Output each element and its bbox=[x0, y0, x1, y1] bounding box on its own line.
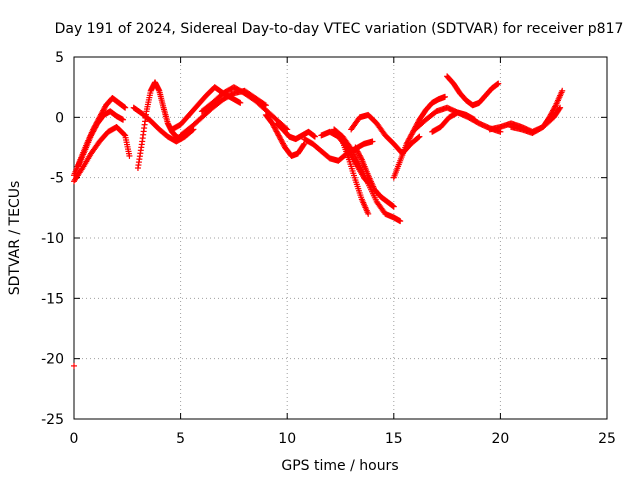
data-point bbox=[495, 80, 502, 87]
data-point bbox=[126, 152, 133, 159]
data-point bbox=[369, 138, 376, 145]
y-tick-label: 0 bbox=[55, 110, 64, 126]
y-tick-label: 5 bbox=[55, 50, 64, 66]
x-tick-label: 5 bbox=[176, 431, 185, 447]
data-point bbox=[300, 141, 307, 148]
y-tick-label: -20 bbox=[41, 352, 64, 368]
tick-layer: 0 5 10 15 20 25 -25 -20 -15 -10 -5 0 5 bbox=[41, 50, 616, 447]
x-tick-label: 15 bbox=[385, 431, 403, 447]
data-point bbox=[416, 133, 423, 140]
y-tick-label: -10 bbox=[41, 231, 64, 247]
data-point bbox=[557, 104, 564, 111]
data-point bbox=[358, 155, 365, 162]
x-axis-label: GPS time / hours bbox=[281, 458, 398, 474]
data-point bbox=[559, 87, 566, 94]
y-axis-label: SDTVAR / TECUs bbox=[7, 181, 23, 296]
y-tick-label: -15 bbox=[41, 291, 64, 307]
outlier-point bbox=[71, 362, 77, 369]
data-point bbox=[237, 99, 244, 106]
x-tick-label: 0 bbox=[70, 431, 79, 447]
data-point bbox=[415, 134, 422, 141]
data-point bbox=[122, 104, 129, 111]
data-point bbox=[347, 144, 354, 151]
plot-frame bbox=[73, 56, 608, 420]
x-tick-label: 20 bbox=[491, 431, 509, 447]
x-tick-label: 25 bbox=[598, 431, 616, 447]
y-tick-label: -5 bbox=[50, 171, 64, 187]
y-tick-label: -25 bbox=[41, 412, 64, 428]
data-point bbox=[390, 203, 397, 210]
chart-title: Day 191 of 2024, Sidereal Day-to-day VTE… bbox=[55, 21, 624, 37]
data-point bbox=[121, 131, 128, 138]
data-point bbox=[471, 116, 478, 123]
data-point bbox=[397, 218, 404, 225]
data-point bbox=[120, 116, 127, 123]
data-point bbox=[556, 105, 563, 112]
data-point bbox=[311, 133, 318, 140]
x-tick-label: 10 bbox=[278, 431, 296, 447]
data-points bbox=[71, 73, 566, 369]
grid-layer bbox=[74, 57, 607, 419]
data-point bbox=[441, 93, 448, 100]
data-point bbox=[365, 210, 372, 217]
